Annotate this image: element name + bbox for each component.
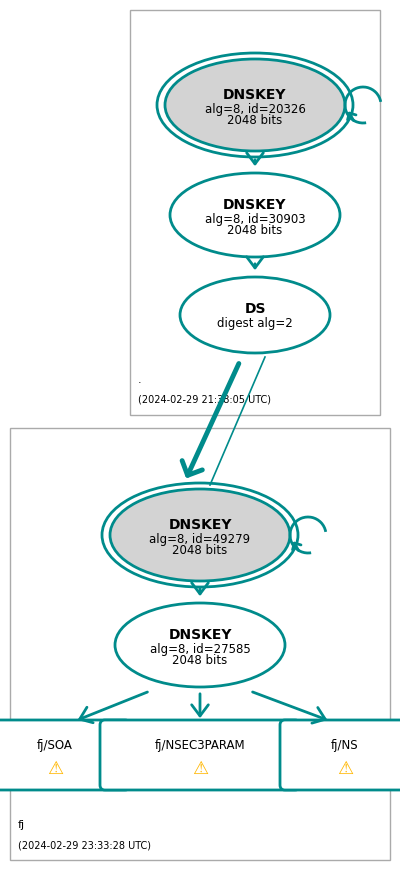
Ellipse shape xyxy=(115,603,285,687)
Text: ⚠: ⚠ xyxy=(47,760,63,778)
FancyBboxPatch shape xyxy=(100,720,300,790)
Text: DNSKEY: DNSKEY xyxy=(223,198,287,212)
FancyBboxPatch shape xyxy=(280,720,400,790)
FancyBboxPatch shape xyxy=(0,720,130,790)
Text: DS: DS xyxy=(244,302,266,316)
Text: fj: fj xyxy=(18,820,25,830)
Text: ⚠: ⚠ xyxy=(192,760,208,778)
Ellipse shape xyxy=(180,277,330,353)
Text: (2024-02-29 21:38:05 UTC): (2024-02-29 21:38:05 UTC) xyxy=(138,395,271,405)
Text: alg=8, id=30903: alg=8, id=30903 xyxy=(205,212,305,225)
Text: ⚠: ⚠ xyxy=(337,760,353,778)
Text: 2048 bits: 2048 bits xyxy=(172,655,228,668)
Text: DNSKEY: DNSKEY xyxy=(168,628,232,642)
Text: alg=8, id=49279: alg=8, id=49279 xyxy=(150,532,250,545)
Ellipse shape xyxy=(110,489,290,581)
Text: 2048 bits: 2048 bits xyxy=(227,225,283,238)
Text: .: . xyxy=(138,375,142,385)
Text: fj/NSEC3PARAM: fj/NSEC3PARAM xyxy=(155,739,245,752)
Text: alg=8, id=27585: alg=8, id=27585 xyxy=(150,642,250,656)
Text: fj/NS: fj/NS xyxy=(331,739,359,752)
FancyBboxPatch shape xyxy=(130,10,380,415)
Ellipse shape xyxy=(170,173,340,257)
Text: 2048 bits: 2048 bits xyxy=(227,114,283,128)
Text: digest alg=2: digest alg=2 xyxy=(217,317,293,330)
Text: 2048 bits: 2048 bits xyxy=(172,545,228,558)
Text: DNSKEY: DNSKEY xyxy=(168,518,232,532)
FancyBboxPatch shape xyxy=(10,428,390,860)
Text: (2024-02-29 23:33:28 UTC): (2024-02-29 23:33:28 UTC) xyxy=(18,840,151,850)
Ellipse shape xyxy=(165,59,345,151)
Text: alg=8, id=20326: alg=8, id=20326 xyxy=(204,102,306,115)
Text: DNSKEY: DNSKEY xyxy=(223,88,287,102)
Text: fj/SOA: fj/SOA xyxy=(37,739,73,752)
